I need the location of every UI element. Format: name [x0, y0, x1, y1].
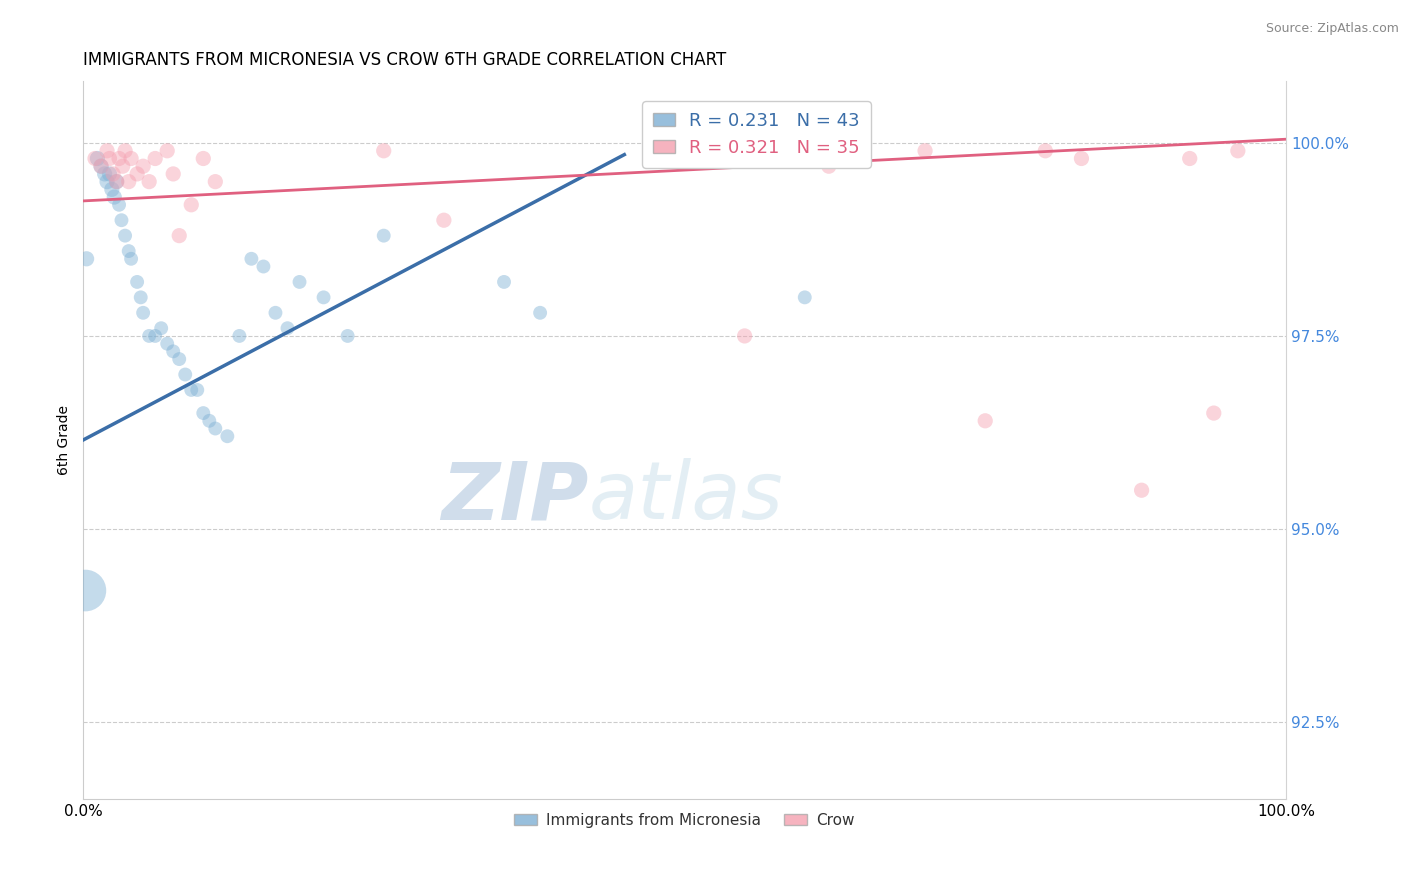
Point	[96, 144, 118, 158]
Point	[101, 167, 124, 181]
Point	[1035, 144, 1057, 158]
Text: ZIP: ZIP	[441, 458, 588, 536]
Point	[114, 228, 136, 243]
Point	[138, 175, 160, 189]
Text: atlas: atlas	[588, 458, 783, 536]
Point	[98, 152, 121, 166]
Point	[93, 167, 115, 181]
Text: Source: ZipAtlas.com: Source: ZipAtlas.com	[1265, 22, 1399, 36]
Point	[204, 175, 226, 189]
Point	[132, 159, 155, 173]
Point	[76, 252, 98, 266]
Point	[143, 329, 166, 343]
Point	[118, 244, 141, 258]
Point	[1070, 152, 1092, 166]
Point	[98, 167, 121, 181]
Point	[433, 213, 456, 227]
Point	[373, 228, 395, 243]
Point	[75, 583, 97, 598]
Point	[1226, 144, 1249, 158]
Point	[240, 252, 263, 266]
Point	[734, 329, 756, 343]
Point	[108, 198, 131, 212]
Point	[127, 167, 149, 181]
Point	[204, 421, 226, 435]
Point	[193, 152, 215, 166]
Point	[120, 252, 142, 266]
Point	[1130, 483, 1153, 498]
Point	[150, 321, 173, 335]
Point	[193, 406, 215, 420]
Point	[162, 167, 184, 181]
Point	[114, 144, 136, 158]
Point	[974, 414, 997, 428]
Point	[110, 213, 132, 227]
Point	[793, 290, 815, 304]
Point	[156, 144, 179, 158]
Point	[143, 152, 166, 166]
Point	[167, 352, 190, 367]
Point	[90, 159, 112, 173]
Point	[90, 159, 112, 173]
Point	[86, 152, 108, 166]
Point	[336, 329, 359, 343]
Point	[373, 144, 395, 158]
Point	[1178, 152, 1201, 166]
Text: IMMIGRANTS FROM MICRONESIA VS CROW 6TH GRADE CORRELATION CHART: IMMIGRANTS FROM MICRONESIA VS CROW 6TH G…	[83, 51, 727, 69]
Point	[217, 429, 239, 443]
Point	[105, 175, 128, 189]
Point	[186, 383, 208, 397]
Point	[198, 414, 221, 428]
Point	[288, 275, 311, 289]
Point	[817, 159, 839, 173]
Point	[118, 175, 141, 189]
Point	[162, 344, 184, 359]
Point	[264, 306, 287, 320]
Point	[180, 198, 202, 212]
Point	[156, 336, 179, 351]
Point	[105, 175, 128, 189]
Point	[529, 306, 551, 320]
Legend: Immigrants from Micronesia, Crow: Immigrants from Micronesia, Crow	[508, 807, 860, 834]
Point	[96, 175, 118, 189]
Point	[673, 152, 696, 166]
Point	[108, 152, 131, 166]
Point	[132, 306, 155, 320]
Point	[228, 329, 250, 343]
Point	[276, 321, 298, 335]
Point	[312, 290, 335, 304]
Point	[492, 275, 515, 289]
Point	[138, 329, 160, 343]
Point	[1202, 406, 1225, 420]
Y-axis label: 6th Grade: 6th Grade	[58, 405, 72, 475]
Point	[101, 182, 124, 196]
Point	[167, 228, 190, 243]
Point	[111, 159, 134, 173]
Point	[103, 190, 125, 204]
Point	[252, 260, 274, 274]
Point	[758, 152, 780, 166]
Point	[127, 275, 149, 289]
Point	[180, 383, 202, 397]
Point	[174, 368, 197, 382]
Point	[120, 152, 142, 166]
Point	[129, 290, 152, 304]
Point	[914, 144, 936, 158]
Point	[84, 152, 107, 166]
